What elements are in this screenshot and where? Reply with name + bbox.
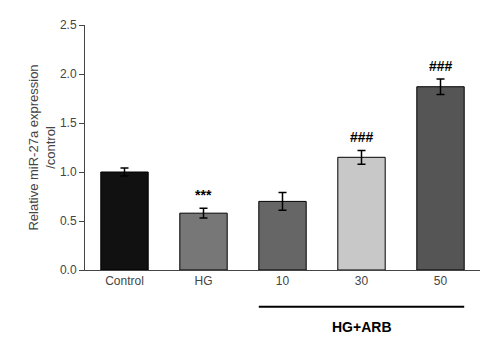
svg-text:HG+ARB: HG+ARB bbox=[332, 319, 392, 335]
svg-text:1.0: 1.0 bbox=[60, 165, 77, 179]
svg-text:10: 10 bbox=[276, 274, 290, 288]
svg-text:30: 30 bbox=[355, 274, 369, 288]
svg-text:0.5: 0.5 bbox=[60, 214, 77, 228]
svg-text:###: ### bbox=[429, 58, 453, 74]
svg-text:Control: Control bbox=[105, 274, 144, 288]
svg-text:HG: HG bbox=[195, 274, 213, 288]
svg-text:2.5: 2.5 bbox=[60, 18, 77, 32]
svg-text:***: *** bbox=[195, 187, 212, 203]
svg-text:###: ### bbox=[350, 129, 374, 145]
svg-text:Relative miR-27a expression/co: Relative miR-27a expression/control bbox=[26, 64, 58, 230]
svg-text:0.0: 0.0 bbox=[60, 263, 77, 277]
svg-text:1.5: 1.5 bbox=[60, 116, 77, 130]
svg-text:2.0: 2.0 bbox=[60, 67, 77, 81]
svg-text:50: 50 bbox=[434, 274, 448, 288]
